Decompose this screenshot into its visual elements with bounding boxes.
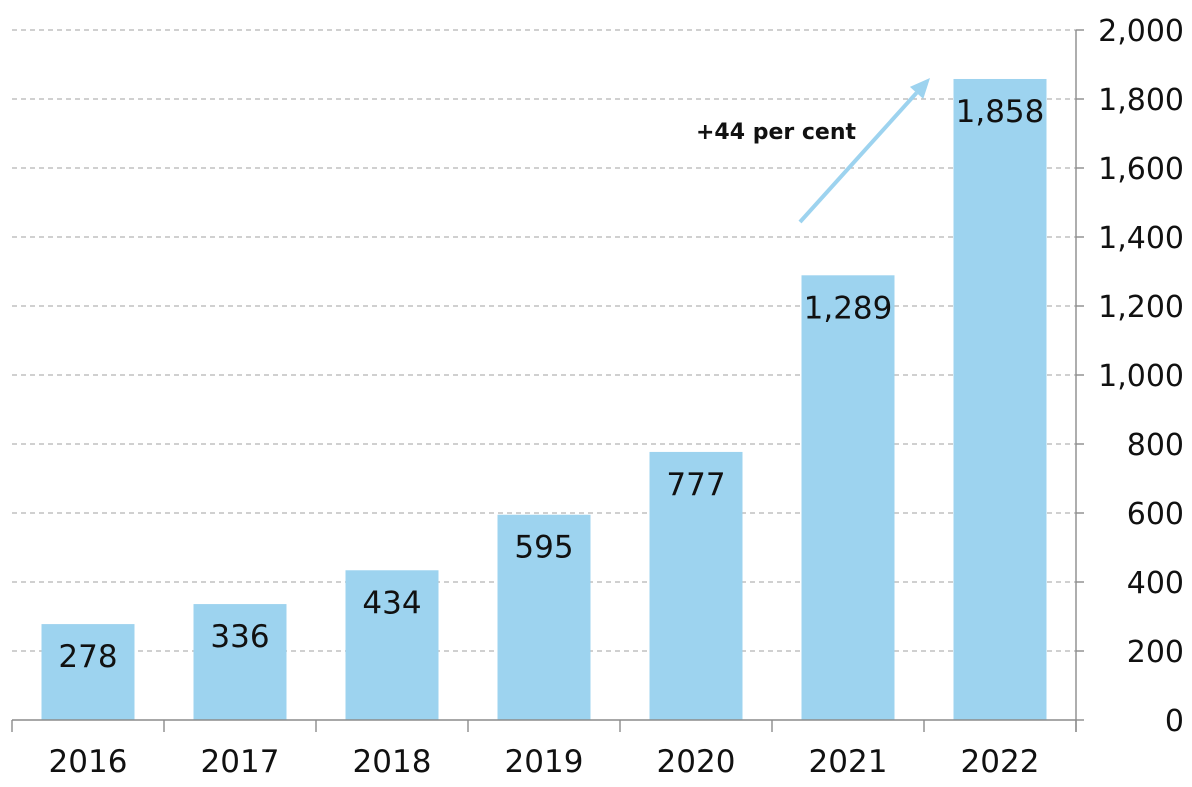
- y-tick-label: 200: [1127, 635, 1184, 670]
- x-tick-label-2016: 2016: [49, 744, 128, 780]
- y-tick-label: 1,800: [1098, 83, 1184, 118]
- value-label-2020: 777: [666, 467, 725, 503]
- x-tick-label-2017: 2017: [201, 744, 280, 780]
- bars: [41, 78, 1047, 721]
- x-tick-label-2021: 2021: [809, 744, 888, 780]
- growth-arrow: [798, 91, 919, 224]
- x-tick-label-2019: 2019: [505, 744, 584, 780]
- value-label-2021: 1,289: [804, 290, 893, 326]
- value-label-2016: 278: [58, 639, 117, 675]
- y-tick-label: 2,000: [1098, 14, 1184, 49]
- bar-2016: [41, 624, 135, 720]
- x-tick-label-2022: 2022: [961, 744, 1040, 780]
- value-label-2017: 336: [210, 619, 269, 655]
- growth-arrow-head: [909, 78, 930, 99]
- y-tick-label: 1,000: [1098, 359, 1184, 394]
- axes: [11, 29, 1084, 732]
- bar-2022: [953, 78, 1047, 721]
- bar-2019: [497, 514, 591, 720]
- value-label-2019: 595: [514, 530, 573, 566]
- bar-2017: [193, 604, 287, 720]
- gridlines: [12, 29, 1076, 652]
- labels: 0 200 400 600 800 1,000 1,200 1,400 1,600 1,800 2,…: [49, 14, 1184, 780]
- y-tick-label: 400: [1127, 566, 1184, 601]
- y-tick-label: 0: [1165, 704, 1184, 739]
- bar-2020: [649, 451, 743, 720]
- y-tick-label: 1,200: [1098, 290, 1184, 325]
- x-tick-label-2018: 2018: [353, 744, 432, 780]
- value-label-2018: 434: [362, 585, 421, 621]
- value-label-2022: 1,858: [956, 94, 1045, 130]
- bar-2021: [801, 275, 895, 720]
- y-tick-label: 600: [1127, 497, 1184, 532]
- y-tick-label: 800: [1127, 428, 1184, 463]
- growth-annotation-text: +44 per cent: [696, 120, 857, 145]
- growth-annotation: +44 per cent: [696, 78, 930, 224]
- bar-2018: [345, 570, 439, 720]
- y-tick-label: 1,600: [1098, 152, 1184, 187]
- y-tick-label: 1,400: [1098, 221, 1184, 256]
- x-tick-label-2020: 2020: [657, 744, 736, 780]
